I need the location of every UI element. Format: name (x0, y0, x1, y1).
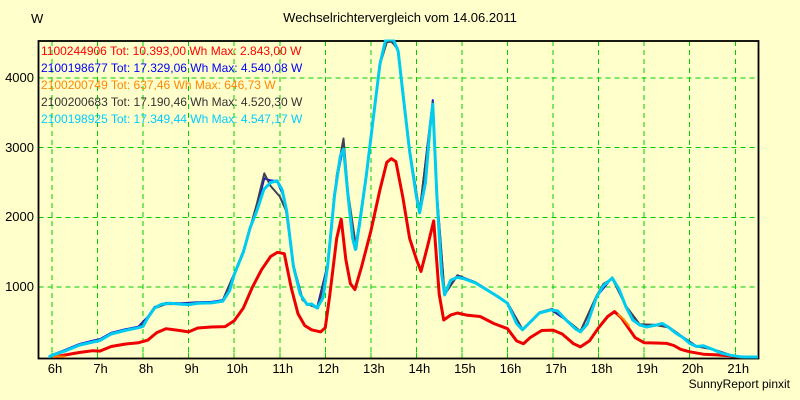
legend-item-inverter-3: 2100200749 Tot: 637,46 Wh Max: 646,73 W (41, 78, 276, 92)
x-tick-label: 13h (362, 361, 385, 376)
x-tick-label: 21h (727, 361, 750, 376)
legend: 1100244906 Tot: 10.393,00 Wh Max: 2.843,… (41, 43, 302, 128)
y-tick-label: 2000 (5, 209, 34, 225)
x-tick-label: 7h (93, 361, 108, 376)
legend-item-inverter-5: 2100198925 Tot: 17.349,44 Wh Max: 4.547,… (41, 112, 303, 126)
legend-item-inverter-4: 2100200683 Tot: 17.190,46 Wh Max: 4.520,… (41, 95, 303, 109)
watermark: SunnyReport pinxit (688, 377, 790, 391)
series-2100198925 (48, 39, 758, 359)
x-tick-label: 20h (681, 361, 704, 376)
x-tick-label: 17h (545, 361, 567, 376)
page-title: Wechselrichtervergleich vom 14.06.2011 (283, 10, 517, 25)
x-tick-label: 11h (272, 361, 294, 376)
y-tick-label: 4000 (5, 69, 34, 85)
y-tick-label: 3000 (5, 139, 34, 155)
x-tick-label: 8h (138, 361, 154, 376)
x-tick-label: 15h (454, 361, 476, 376)
x-tick-label: 12h (317, 361, 340, 376)
plot-border (37, 40, 760, 360)
x-tick-label: 9h (184, 361, 199, 376)
x-tick-label: 16h (499, 361, 522, 376)
x-tick-label: 18h (590, 361, 613, 376)
x-tick-label: 14h (408, 361, 431, 376)
legend-item-inverter-2: 2100198677 Tot: 17.329,06 Wh Max: 4.540,… (41, 61, 303, 75)
legend-item-inverter-1: 1100244906 Tot: 10.393,00 Wh Max: 2.843,… (41, 44, 302, 58)
x-tick-label: 19h (636, 361, 658, 376)
y-tick-label: 1000 (5, 279, 34, 295)
x-tick-label: 6h (47, 361, 63, 376)
y-axis-unit-label: W (31, 11, 44, 26)
series-2100200749 (617, 313, 631, 328)
x-tick-label: 10h (226, 361, 249, 376)
